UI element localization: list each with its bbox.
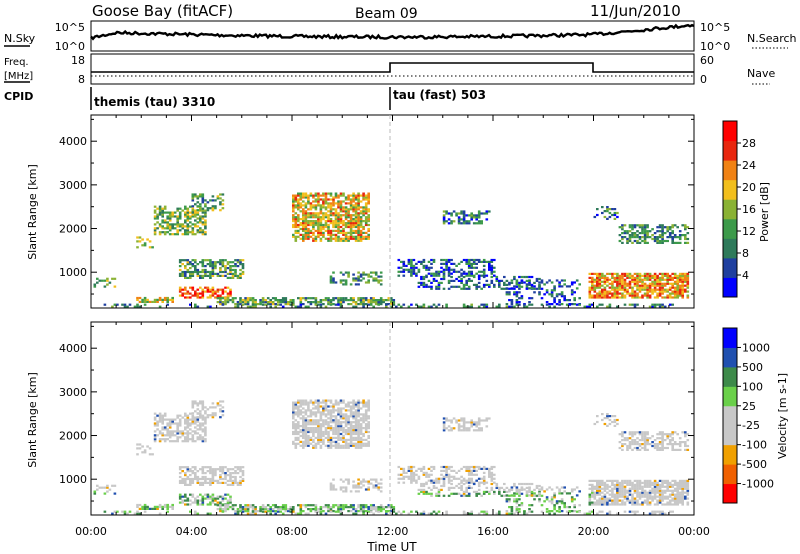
colorbar-tick-label: 24: [742, 159, 756, 172]
colorbar-tick-label: 16: [742, 203, 756, 216]
nave-tick-bottom: 0: [700, 73, 707, 86]
colorbar-tick-label: -500: [742, 458, 767, 471]
y-tick-label: 1000: [59, 473, 87, 486]
velocity-heatmap-cells: [93, 399, 690, 515]
colorbar-swatch: [723, 199, 737, 220]
colorbar-tick-label: 28: [742, 137, 756, 150]
nsearch-label: N.Search: [747, 32, 797, 45]
freq-tick-bottom: 8: [78, 73, 85, 86]
nsky-series-line: [90, 23, 695, 41]
cpid-segment-2: tau (fast) 503: [393, 88, 486, 102]
nsky-tick-bottom: 10^0: [55, 40, 85, 53]
date-label: 11/Jun/2010: [590, 2, 681, 20]
y-tick-label: 3000: [59, 386, 87, 399]
colorbar-tick-label: -100: [742, 439, 767, 452]
colorbar-swatch: [723, 444, 737, 465]
power-heatmap-cells: [93, 192, 690, 308]
colorbar-tick-label: 20: [742, 181, 756, 194]
power-x-ticks: [90, 115, 695, 308]
colorbar-swatch: [723, 405, 737, 426]
power-panel: 1000 2000 3000 4000 Slant Range [km]: [26, 114, 695, 309]
colorbar-tick-label: -1000: [742, 478, 774, 491]
colorbar-tick-label: 12: [742, 225, 756, 238]
velocity-x-ticks: 00:00 04:00 08:00 12:00 16:00 20:00 00:00: [75, 322, 710, 538]
velocity-colorbar: 1000 500 100 25 -25 -100 -500 -1000 Velocity [m…: [722, 327, 789, 504]
colorbar-swatch: [723, 328, 737, 348]
y-tick-label: 2000: [59, 430, 87, 443]
x-tick-label: 08:00: [276, 525, 308, 538]
power-y-ticks: 1000 2000 3000 4000: [59, 118, 694, 295]
x-tick-label: 16:00: [477, 525, 509, 538]
nave-tick-top: 60: [700, 54, 714, 67]
cpid-row: CPID themis (tau) 3310 tau (fast) 503: [4, 87, 486, 110]
colorbar-tick-label: 1000: [742, 341, 770, 354]
time-axis-label: Time UT: [366, 540, 417, 554]
power-colorbar-label: Power [dB]: [758, 182, 771, 242]
x-tick-label: 12:00: [377, 525, 409, 538]
colorbar-swatch: [723, 160, 737, 181]
nsearch-tick-top: 10^5: [700, 21, 730, 34]
colorbar-swatch: [723, 277, 737, 298]
station-title: Goose Bay (fitACF): [92, 2, 233, 20]
x-tick-label: 00:00: [75, 525, 107, 538]
nsearch-tick-bottom: 10^0: [700, 40, 730, 53]
colorbar-swatch: [723, 386, 737, 407]
velocity-panel: 1000 2000 3000 4000 00:00 04:00 08:00 12:00 16:…: [26, 321, 710, 554]
beam-label: Beam 09: [355, 6, 418, 22]
freq-series-line: [91, 62, 694, 73]
freq-unit-label: [MHz]: [4, 71, 33, 82]
colorbar-swatch: [723, 218, 737, 239]
colorbar-tick-label: 4: [742, 269, 749, 282]
colorbar-swatch: [723, 425, 737, 446]
velocity-y-ticks: 1000 2000 3000 4000: [59, 325, 694, 502]
colorbar-swatch: [723, 179, 737, 200]
power-colorbar: 4 8 12 16 20 24 28 Power [dB]: [722, 120, 771, 298]
colorbar-swatch: [723, 257, 737, 278]
colorbar-swatch: [723, 121, 737, 142]
power-colorbar-ticks: 4 8 12 16 20 24 28: [737, 137, 756, 282]
nsky-label: N.Sky: [4, 32, 36, 45]
x-tick-label: 20:00: [578, 525, 610, 538]
power-colorbar-blocks: [723, 121, 737, 298]
nsky-tick-top: 10^5: [55, 21, 85, 34]
colorbar-tick-label: 25: [742, 400, 756, 413]
colorbar-swatch: [723, 366, 737, 387]
colorbar-swatch: [723, 347, 737, 368]
velocity-colorbar-label: Velocity [m s-1]: [776, 373, 789, 459]
velocity-colorbar-ticks: 1000 500 100 25 -25 -100 -500 -1000: [737, 341, 774, 491]
colorbar-tick-label: -25: [742, 419, 760, 432]
y-tick-label: 3000: [59, 179, 87, 192]
cpid-segment-1: themis (tau) 3310: [94, 95, 215, 109]
nave-label: Nave: [747, 67, 775, 80]
velocity-ylabel: Slant Range [km]: [26, 372, 39, 468]
x-tick-label: 04:00: [176, 525, 208, 538]
freq-panel: Freq. [MHz] 18 8 60 0 Nave: [4, 53, 775, 86]
cpid-label: CPID: [4, 90, 33, 103]
nsky-panel: N.Sky 10^5 10^0 10^5 10^0 N.Search: [4, 20, 797, 53]
colorbar-swatch: [723, 238, 737, 259]
freq-tick-top: 18: [71, 54, 85, 67]
y-tick-label: 2000: [59, 223, 87, 236]
colorbar-tick-label: 500: [742, 361, 763, 374]
y-tick-label: 1000: [59, 266, 87, 279]
colorbar-swatch: [723, 140, 737, 161]
freq-label: Freq.: [4, 57, 29, 68]
power-ylabel: Slant Range [km]: [26, 164, 39, 260]
colorbar-tick-label: 8: [742, 247, 749, 260]
colorbar-swatch: [723, 483, 737, 504]
y-tick-label: 4000: [59, 135, 87, 148]
y-tick-label: 4000: [59, 342, 87, 355]
colorbar-swatch: [723, 464, 737, 485]
colorbar-tick-label: 100: [742, 380, 763, 393]
x-tick-label: 00:00: [678, 525, 710, 538]
velocity-colorbar-blocks: [723, 328, 737, 504]
